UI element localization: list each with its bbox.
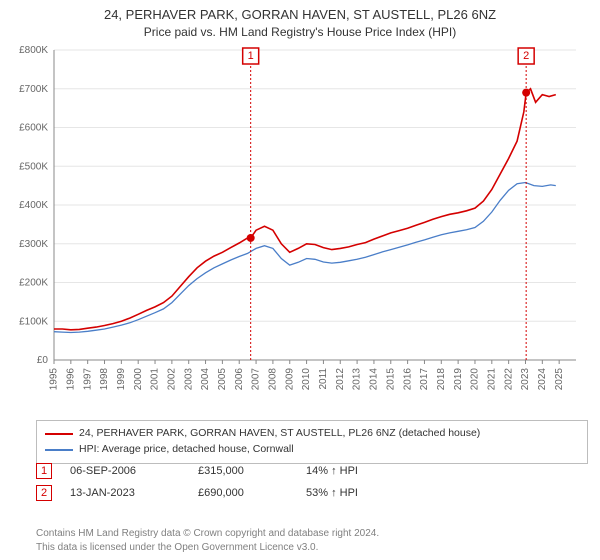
svg-text:2009: 2009: [284, 368, 295, 391]
sale-badge-2: 2: [36, 485, 52, 501]
title-main: 24, PERHAVER PARK, GORRAN HAVEN, ST AUST…: [10, 6, 590, 24]
sale-delta-1: 14% ↑ HPI: [306, 465, 416, 477]
svg-text:2002: 2002: [167, 368, 178, 391]
titles: 24, PERHAVER PARK, GORRAN HAVEN, ST AUST…: [0, 0, 600, 42]
svg-text:2012: 2012: [335, 368, 346, 391]
attribution-line1: Contains HM Land Registry data © Crown c…: [36, 527, 588, 541]
svg-text:2004: 2004: [200, 368, 211, 391]
svg-text:2017: 2017: [419, 368, 430, 391]
svg-text:2018: 2018: [436, 368, 447, 391]
chart-area: £0 £100K £200K £300K £400K £500K £600K £700K £80…: [6, 44, 594, 414]
sale-date-1: 06-SEP-2006: [70, 465, 180, 477]
svg-text:2006: 2006: [234, 368, 245, 391]
svg-text:2008: 2008: [268, 368, 279, 391]
attribution: Contains HM Land Registry data © Crown c…: [36, 527, 588, 554]
svg-text:1995: 1995: [49, 368, 60, 391]
svg-text:£600K: £600K: [19, 123, 48, 134]
svg-text:2024: 2024: [537, 368, 548, 391]
svg-text:1998: 1998: [99, 368, 110, 391]
legend-row-property: 24, PERHAVER PARK, GORRAN HAVEN, ST AUST…: [45, 426, 579, 442]
sale-row-1: 1 06-SEP-2006 £315,000 14% ↑ HPI: [36, 460, 588, 482]
svg-text:2016: 2016: [402, 368, 413, 391]
svg-text:2005: 2005: [217, 368, 228, 391]
attribution-line2: This data is licensed under the Open Gov…: [36, 541, 588, 555]
svg-text:2007: 2007: [251, 368, 262, 391]
svg-text:£100K: £100K: [19, 316, 48, 327]
svg-text:2020: 2020: [470, 368, 481, 391]
sale-price-2: £690,000: [198, 487, 288, 499]
legend-label-property: 24, PERHAVER PARK, GORRAN HAVEN, ST AUST…: [79, 426, 480, 442]
svg-text:1: 1: [248, 50, 254, 62]
svg-text:2014: 2014: [369, 368, 380, 391]
sale-delta-2: 53% ↑ HPI: [306, 487, 416, 499]
sale-row-2: 2 13-JAN-2023 £690,000 53% ↑ HPI: [36, 482, 588, 504]
svg-text:2003: 2003: [183, 368, 194, 391]
svg-text:2025: 2025: [554, 368, 565, 391]
svg-text:2021: 2021: [486, 368, 497, 391]
svg-text:2010: 2010: [301, 368, 312, 391]
svg-text:2000: 2000: [133, 368, 144, 391]
svg-text:2: 2: [523, 50, 529, 62]
legend-swatch-property: [45, 433, 73, 435]
sale-price-1: £315,000: [198, 465, 288, 477]
svg-text:1997: 1997: [82, 368, 93, 391]
svg-text:1999: 1999: [116, 368, 127, 391]
sale-badge-1: 1: [36, 463, 52, 479]
svg-text:£400K: £400K: [19, 200, 48, 211]
legend: 24, PERHAVER PARK, GORRAN HAVEN, ST AUST…: [36, 420, 588, 464]
svg-text:1996: 1996: [65, 368, 76, 391]
sales-table: 1 06-SEP-2006 £315,000 14% ↑ HPI 2 13-JA…: [36, 460, 588, 504]
svg-text:£800K: £800K: [19, 45, 48, 56]
svg-text:2015: 2015: [385, 368, 396, 391]
title-sub: Price paid vs. HM Land Registry's House …: [10, 24, 590, 41]
svg-text:£700K: £700K: [19, 84, 48, 95]
svg-text:2001: 2001: [150, 368, 161, 391]
legend-row-hpi: HPI: Average price, detached house, Corn…: [45, 442, 579, 458]
legend-label-hpi: HPI: Average price, detached house, Corn…: [79, 442, 294, 458]
svg-text:2023: 2023: [520, 368, 531, 391]
svg-text:2022: 2022: [503, 368, 514, 391]
svg-text:2013: 2013: [352, 368, 363, 391]
chart-svg: £0 £100K £200K £300K £400K £500K £600K £700K £80…: [6, 44, 594, 414]
svg-text:£500K: £500K: [19, 161, 48, 172]
chart-container: 24, PERHAVER PARK, GORRAN HAVEN, ST AUST…: [0, 0, 600, 560]
legend-swatch-hpi: [45, 449, 73, 451]
svg-text:£300K: £300K: [19, 239, 48, 250]
svg-text:2019: 2019: [453, 368, 464, 391]
sale-date-2: 13-JAN-2023: [70, 487, 180, 499]
svg-text:£0: £0: [37, 355, 49, 366]
svg-text:£200K: £200K: [19, 278, 48, 289]
svg-text:2011: 2011: [318, 368, 329, 390]
